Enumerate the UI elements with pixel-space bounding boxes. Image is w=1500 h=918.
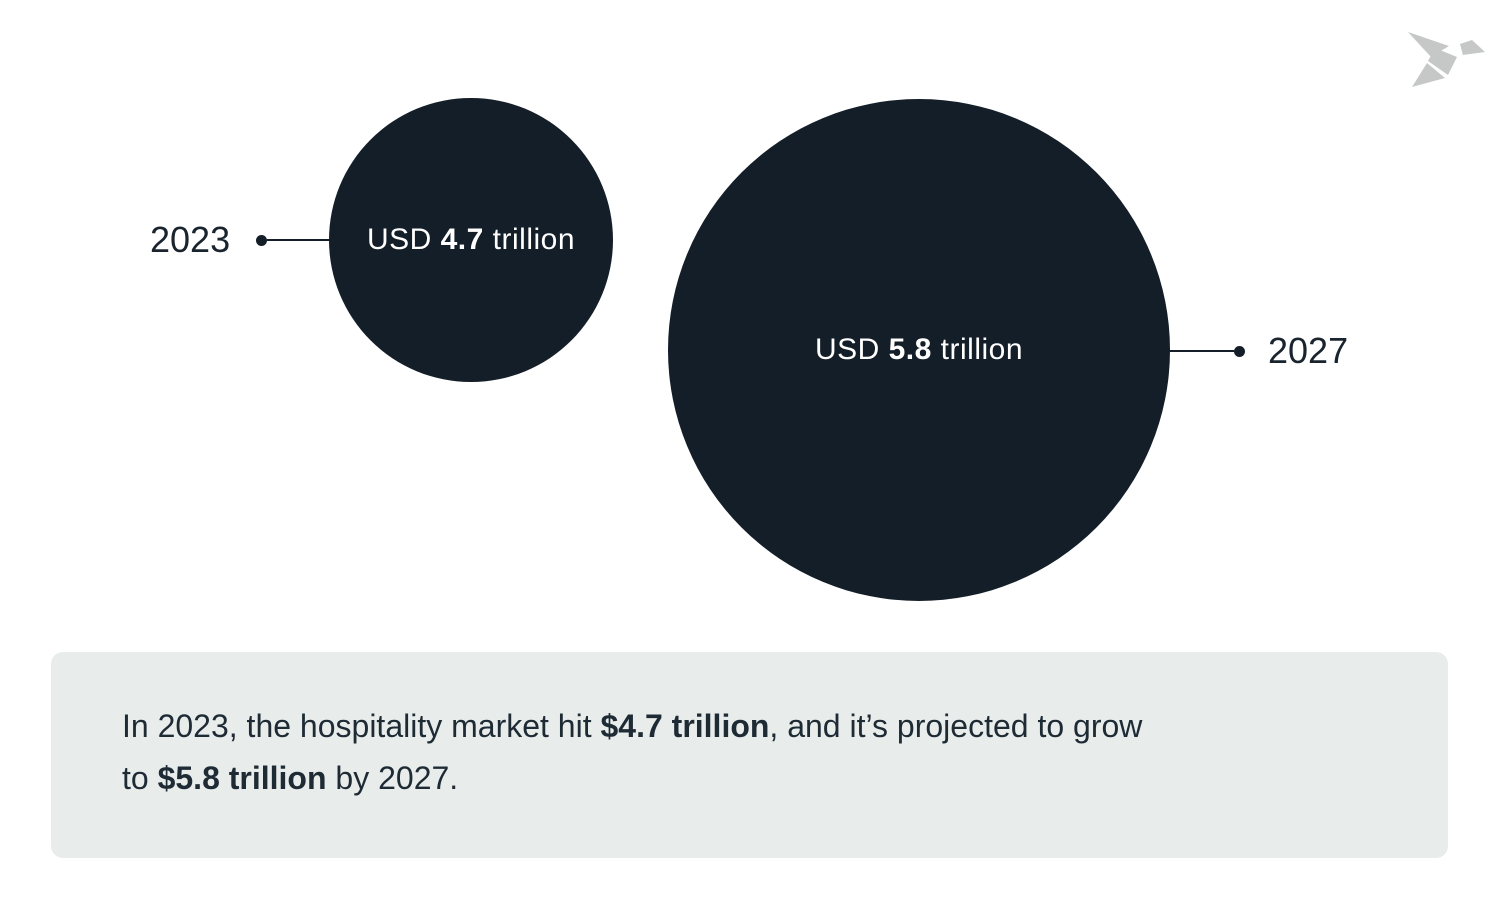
bubble-2027: USD 5.8 trillion <box>668 99 1170 601</box>
logo-tail-shape <box>1412 63 1445 87</box>
bubble-2023-value-prefix: USD <box>366 223 441 256</box>
bubble-2027-value-label: USD 5.8 trillion <box>815 333 1023 367</box>
bubble-2027-value-number: 5.8 <box>888 333 932 366</box>
bubble-2023-value-label: USD 4.7 trillion <box>367 223 575 257</box>
connector-2023-line <box>267 239 332 241</box>
summary-note-text: In 2023, the hospitality market hit $4.7… <box>51 652 1448 804</box>
connector-2027-line <box>1169 350 1234 352</box>
bubble-2023-value-suffix: trillion <box>483 223 576 256</box>
bubble-2023: USD 4.7 trillion <box>329 98 613 382</box>
note-line2-bold-value: $5.8 trillion <box>157 760 327 796</box>
note-line1-part1: In 2023, the hospitality market hit <box>122 708 601 744</box>
note-line2-part1: to <box>122 760 158 796</box>
bubble-2027-value-suffix: trillion <box>931 333 1024 366</box>
logo-head-shape <box>1460 40 1485 55</box>
note-line1-part2: , and it’s projected to grow <box>769 708 1143 744</box>
logo-body-shape <box>1428 48 1457 75</box>
connector-2027 <box>1169 345 1245 357</box>
bubble-2027-value-prefix: USD <box>814 333 889 366</box>
origami-bird-logo-icon <box>1408 32 1485 87</box>
connector-2023 <box>256 234 332 246</box>
note-line2-part2: by 2027. <box>326 760 459 796</box>
bubble-2023-value-number: 4.7 <box>440 223 484 256</box>
connector-2027-dot-icon <box>1234 345 1245 357</box>
year-label-2027: 2027 <box>1268 330 1349 371</box>
note-line1-bold-value: $4.7 trillion <box>600 708 770 744</box>
connector-2023-dot-icon <box>256 234 267 246</box>
year-label-2023: 2023 <box>150 219 231 260</box>
summary-note-box: In 2023, the hospitality market hit $4.7… <box>51 652 1448 858</box>
